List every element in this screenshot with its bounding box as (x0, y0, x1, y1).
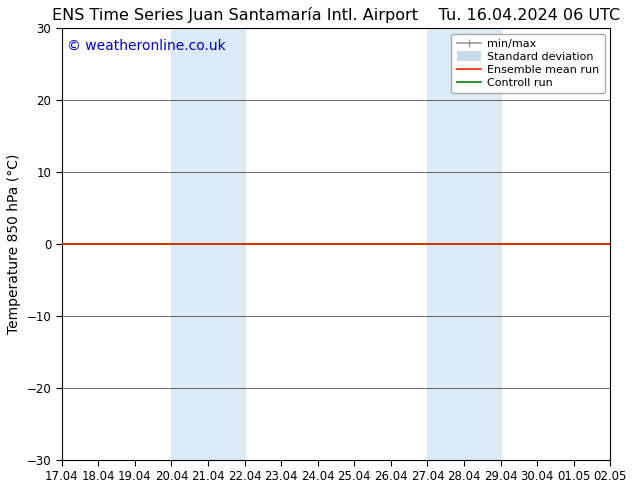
Legend: min/max, Standard deviation, Ensemble mean run, Controll run: min/max, Standard deviation, Ensemble me… (451, 34, 605, 93)
Text: © weatheronline.co.uk: © weatheronline.co.uk (67, 39, 226, 53)
Bar (427, 28, 501, 460)
Title: ENS Time Series Juan Santamaría Intl. Airport    Tu. 16.04.2024 06 UTC: ENS Time Series Juan Santamaría Intl. Ai… (52, 7, 620, 23)
Y-axis label: Temperature 850 hPa (°C): Temperature 850 hPa (°C) (7, 154, 21, 334)
Bar (171, 28, 245, 460)
